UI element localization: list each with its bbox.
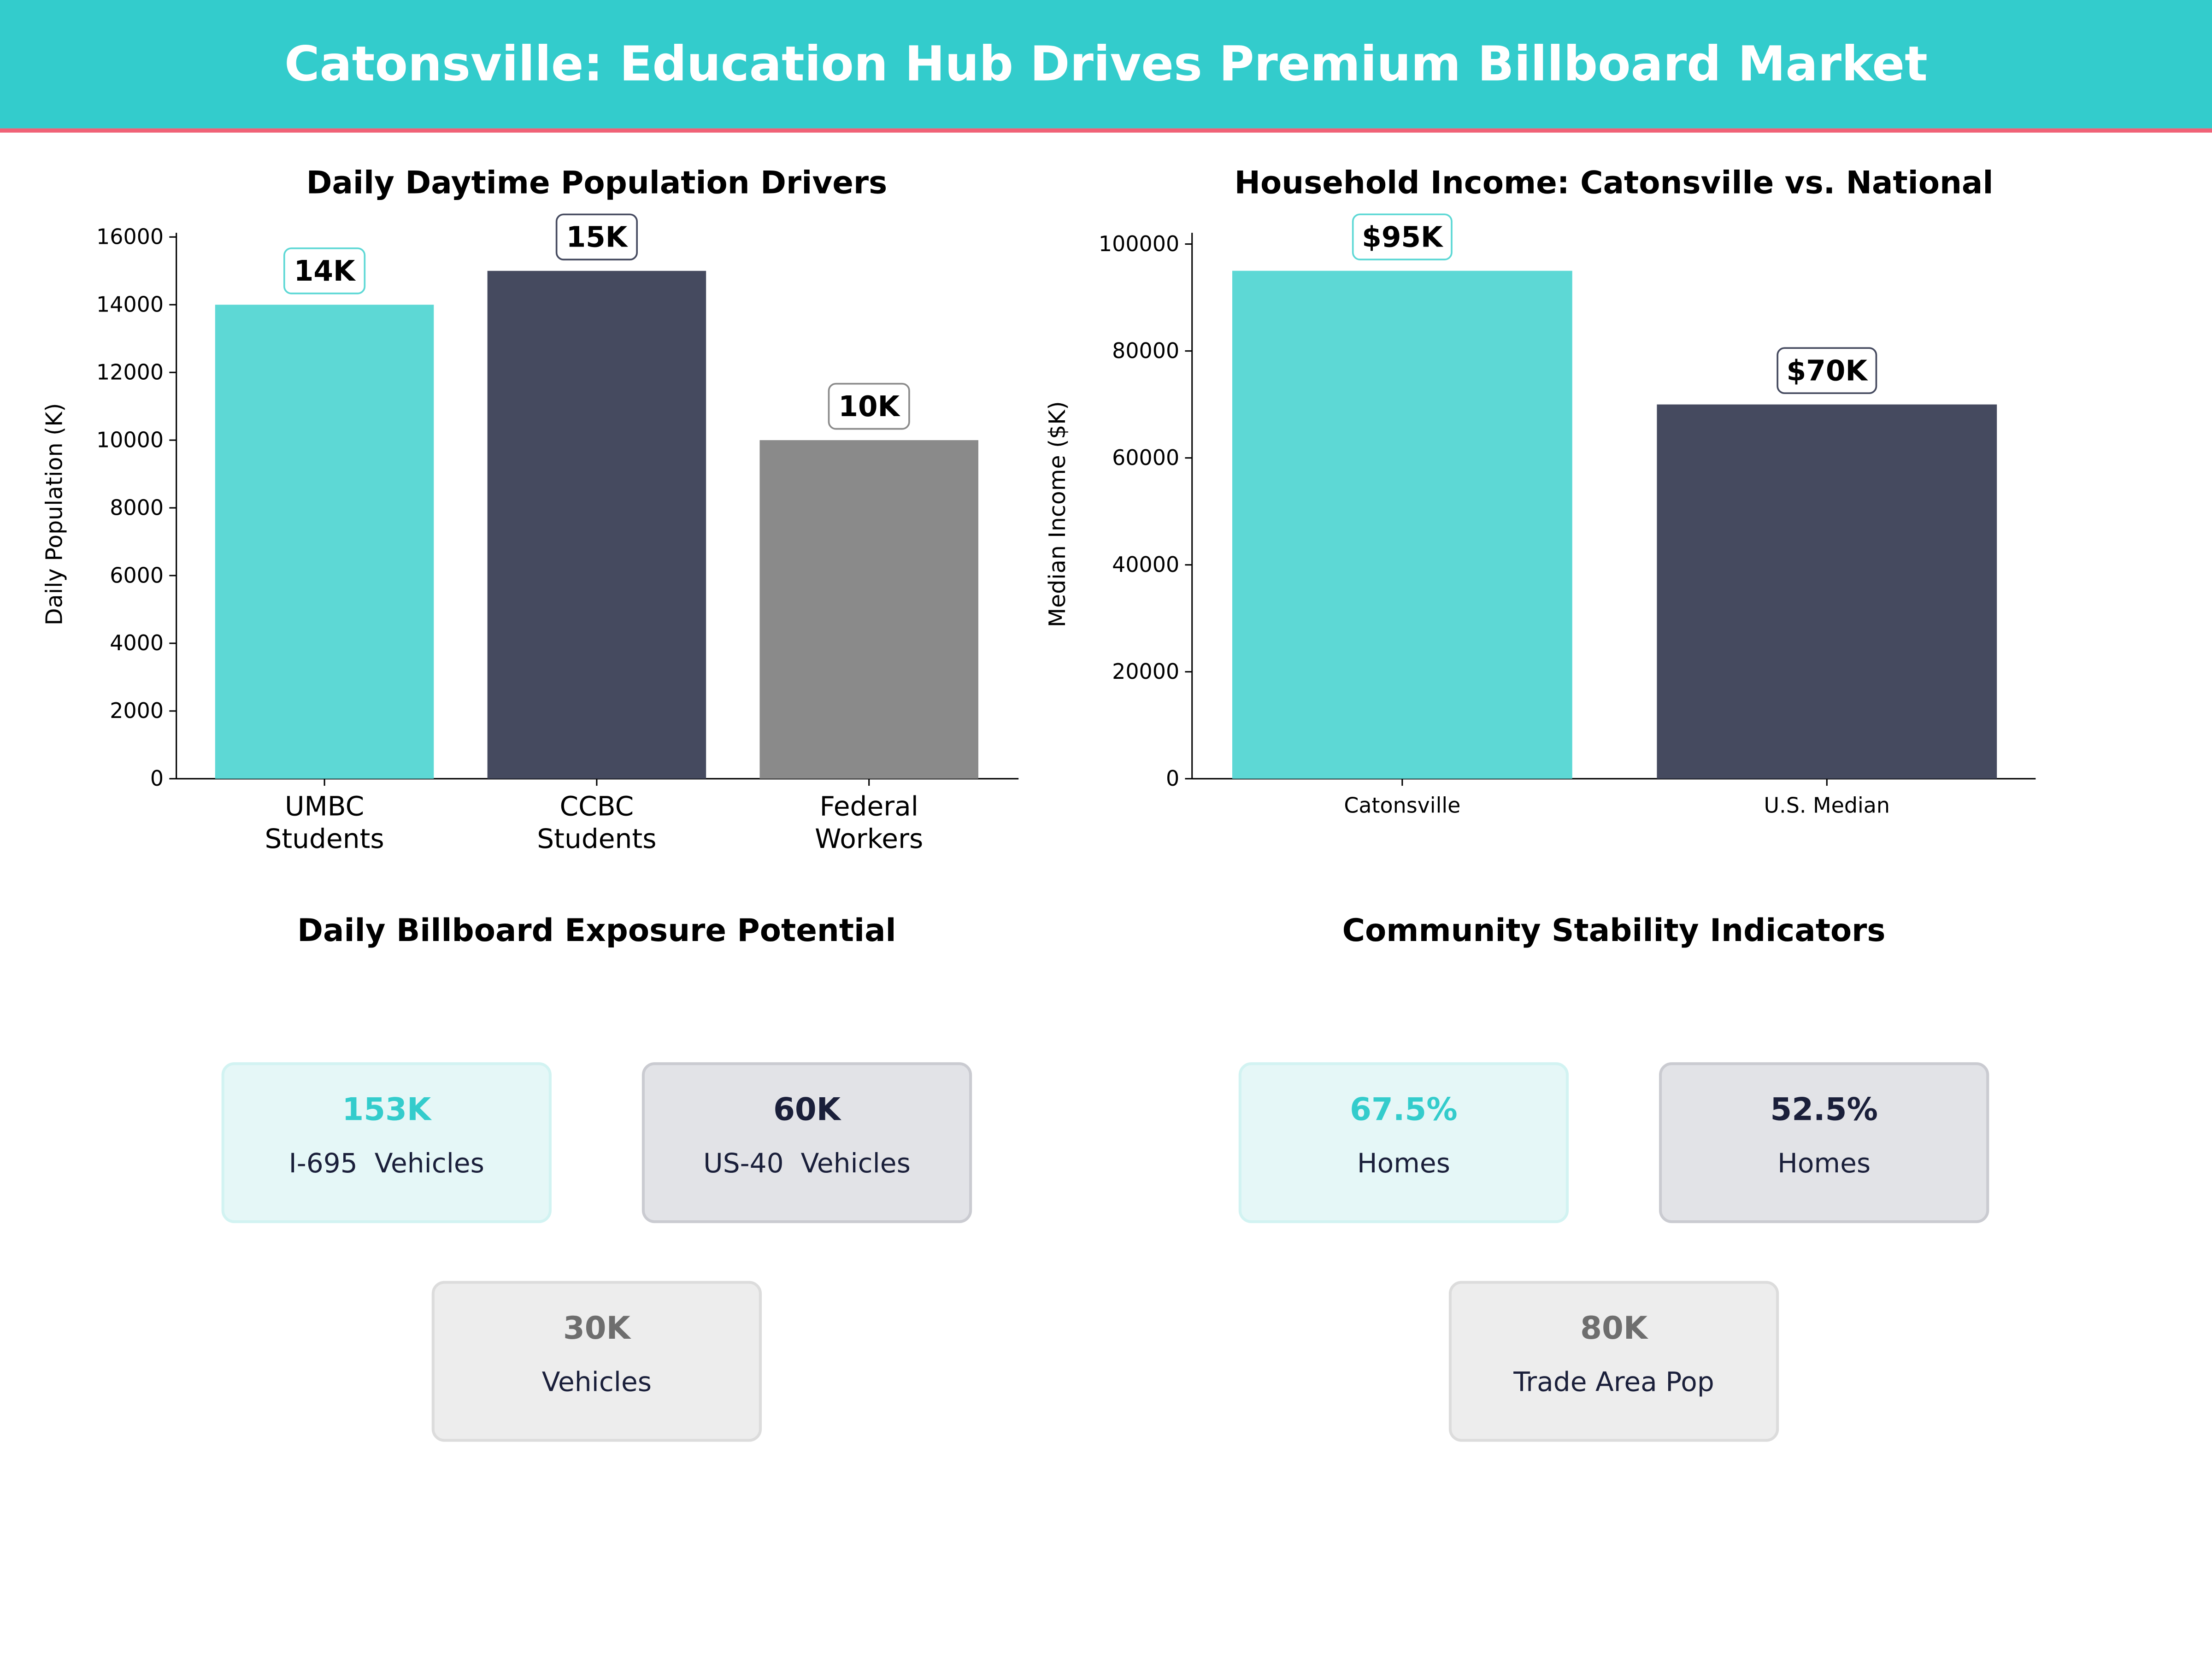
chart-title: Household Income: Catonsville vs. Nation…: [1235, 164, 1994, 200]
page-title: Catonsville: Education Hub Drives Premiu…: [284, 35, 1928, 92]
data-label-box: [1352, 213, 1453, 260]
header-banner: [0, 0, 2212, 129]
y-tick-label: 80000: [1112, 338, 1179, 363]
header-accent-line: [0, 128, 2212, 133]
y-tick-label: 2000: [110, 698, 164, 723]
kpi-cards: 153K I-695 Vehicles 60K US-40 Vehicles 30K Ve…: [221, 1062, 1989, 1442]
data-label: 14K: [294, 255, 356, 288]
y-tick-label: 6000: [110, 563, 164, 588]
y-tick-label: 0: [150, 766, 164, 791]
y-tick-label: 8000: [110, 495, 164, 520]
y-tick-label: 16000: [96, 224, 164, 249]
card-value: 30K: [563, 1310, 632, 1346]
card-label: US-40 Vehicles: [703, 1147, 911, 1179]
bar: [215, 305, 434, 779]
chart-title: Daily Daytime Population Drivers: [306, 164, 888, 200]
exposure-title: Daily Billboard Exposure Potential: [297, 912, 896, 948]
card-value: 67.5%: [1350, 1091, 1458, 1128]
card-value: 60K: [773, 1091, 842, 1128]
population-chart: Daily Daytime Population Drivers 0 2000 400…: [41, 164, 1019, 854]
card-value: 153K: [342, 1091, 432, 1128]
data-label-box: [283, 247, 366, 294]
card-background: [641, 1062, 972, 1224]
bar: [1657, 404, 1997, 779]
exposure-card: 60K US-40 Vehicles: [641, 1062, 972, 1224]
y-tick-label: 0: [1166, 766, 1179, 791]
card-label: Vehicles: [542, 1366, 652, 1397]
x-tick-label: Federal Workers: [815, 790, 923, 854]
card-background: [1448, 1281, 1779, 1442]
data-label: $95K: [1362, 221, 1444, 254]
stability-title: Community Stability Indicators: [1342, 912, 1886, 948]
data-label: 10K: [838, 390, 900, 423]
stability-card: 67.5% Homes: [1238, 1062, 1569, 1224]
x-tick-label: CCBC Students: [537, 790, 656, 854]
card-background: [1238, 1062, 1569, 1224]
card-background: [1659, 1062, 1989, 1224]
y-axis-label: Daily Population (K): [41, 403, 68, 625]
y-tick-label: 10000: [96, 427, 164, 452]
y-tick-label: 4000: [110, 630, 164, 655]
exposure-card: 153K I-695 Vehicles: [221, 1062, 552, 1224]
y-tick-label: 14000: [96, 292, 164, 317]
stability-card: 80K Trade Area Pop: [1448, 1281, 1779, 1442]
card-label: Homes: [1357, 1147, 1450, 1179]
y-axis-label: Median Income ($K): [1044, 401, 1071, 627]
card-label: I-695 Vehicles: [289, 1147, 484, 1179]
income-chart: Household Income: Catonsville vs. Nation…: [1044, 164, 2036, 818]
stability-card: 52.5% Homes: [1659, 1062, 1989, 1224]
y-tick-label: 20000: [1112, 659, 1179, 684]
bar: [487, 271, 706, 779]
card-background: [431, 1281, 762, 1442]
data-label-box: [555, 213, 638, 261]
bar: [1232, 271, 1572, 779]
x-tick-label: U.S. Median: [1764, 793, 1890, 818]
x-tick-label: UMBC Students: [265, 790, 384, 854]
y-tick-label: 40000: [1112, 552, 1179, 577]
x-tick-label: Catonsville: [1344, 793, 1460, 818]
card-label: Trade Area Pop: [1513, 1366, 1714, 1397]
exposure-card: 30K Vehicles: [431, 1281, 762, 1442]
data-label: 15K: [566, 221, 629, 254]
card-value: 52.5%: [1770, 1091, 1878, 1128]
data-label: $70K: [1787, 355, 1869, 388]
y-tick-label: 60000: [1112, 445, 1179, 470]
data-label-box: [828, 382, 910, 430]
bar: [759, 440, 978, 779]
y-tick-label: 12000: [96, 359, 164, 384]
y-tick-label: 100000: [1099, 231, 1179, 256]
card-label: Homes: [1777, 1147, 1871, 1179]
card-background: [221, 1062, 552, 1224]
data-label-box: [1777, 347, 1877, 394]
card-value: 80K: [1580, 1310, 1649, 1346]
